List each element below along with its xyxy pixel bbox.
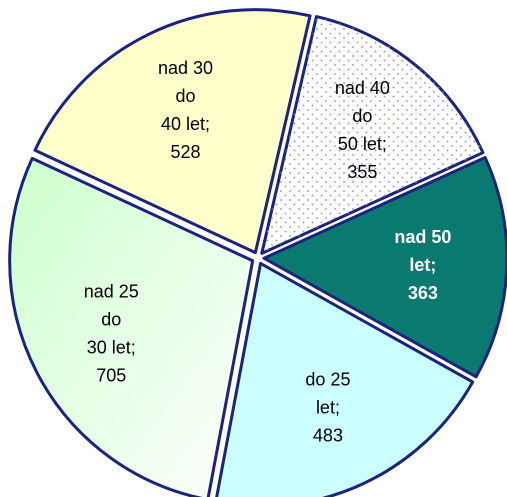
label-line: nad 25 (84, 281, 139, 301)
slice-label: nad 30 do 40 let; 528 (158, 58, 213, 162)
label-line: let; (409, 255, 436, 275)
slice-label: nad 50 let; 363 (394, 227, 451, 303)
label-line: nad 30 (158, 58, 213, 78)
label-line: 50 let; (338, 134, 387, 154)
slice-value: 528 (171, 142, 201, 162)
label-line: do (101, 309, 121, 329)
label-line: do 25 (305, 369, 350, 389)
slice-label: nad 40 do 50 let; 355 (335, 78, 390, 182)
slice-category: nad 40 do 50 let; (335, 78, 390, 154)
slice-label: do 25 let; 483 (305, 369, 350, 445)
slice-value: 483 (313, 425, 343, 445)
slice-category: nad 25 do 30 let; (84, 281, 139, 357)
slice-category: nad 50 let; (394, 227, 451, 275)
pie-slice (33, 8, 312, 255)
label-line: nad 50 (394, 227, 451, 247)
label-line: do (176, 86, 196, 106)
label-line: 40 let; (161, 114, 210, 134)
slice-pattern (261, 16, 483, 254)
pie-slice (215, 261, 475, 497)
label-line: let; (316, 397, 340, 417)
label-line: do (352, 106, 372, 126)
slice-value: 355 (347, 162, 377, 182)
slice-category: do 25 let; (305, 369, 350, 417)
slice-category: nad 30 do 40 let; (158, 58, 213, 134)
pie-slice (8, 156, 255, 497)
label-line: 30 let; (87, 337, 136, 357)
slice-label: nad 25 do 30 let; 705 (84, 281, 139, 385)
slice-value: 705 (96, 365, 126, 385)
slice-value: 363 (408, 283, 438, 303)
label-line: nad 40 (335, 78, 390, 98)
